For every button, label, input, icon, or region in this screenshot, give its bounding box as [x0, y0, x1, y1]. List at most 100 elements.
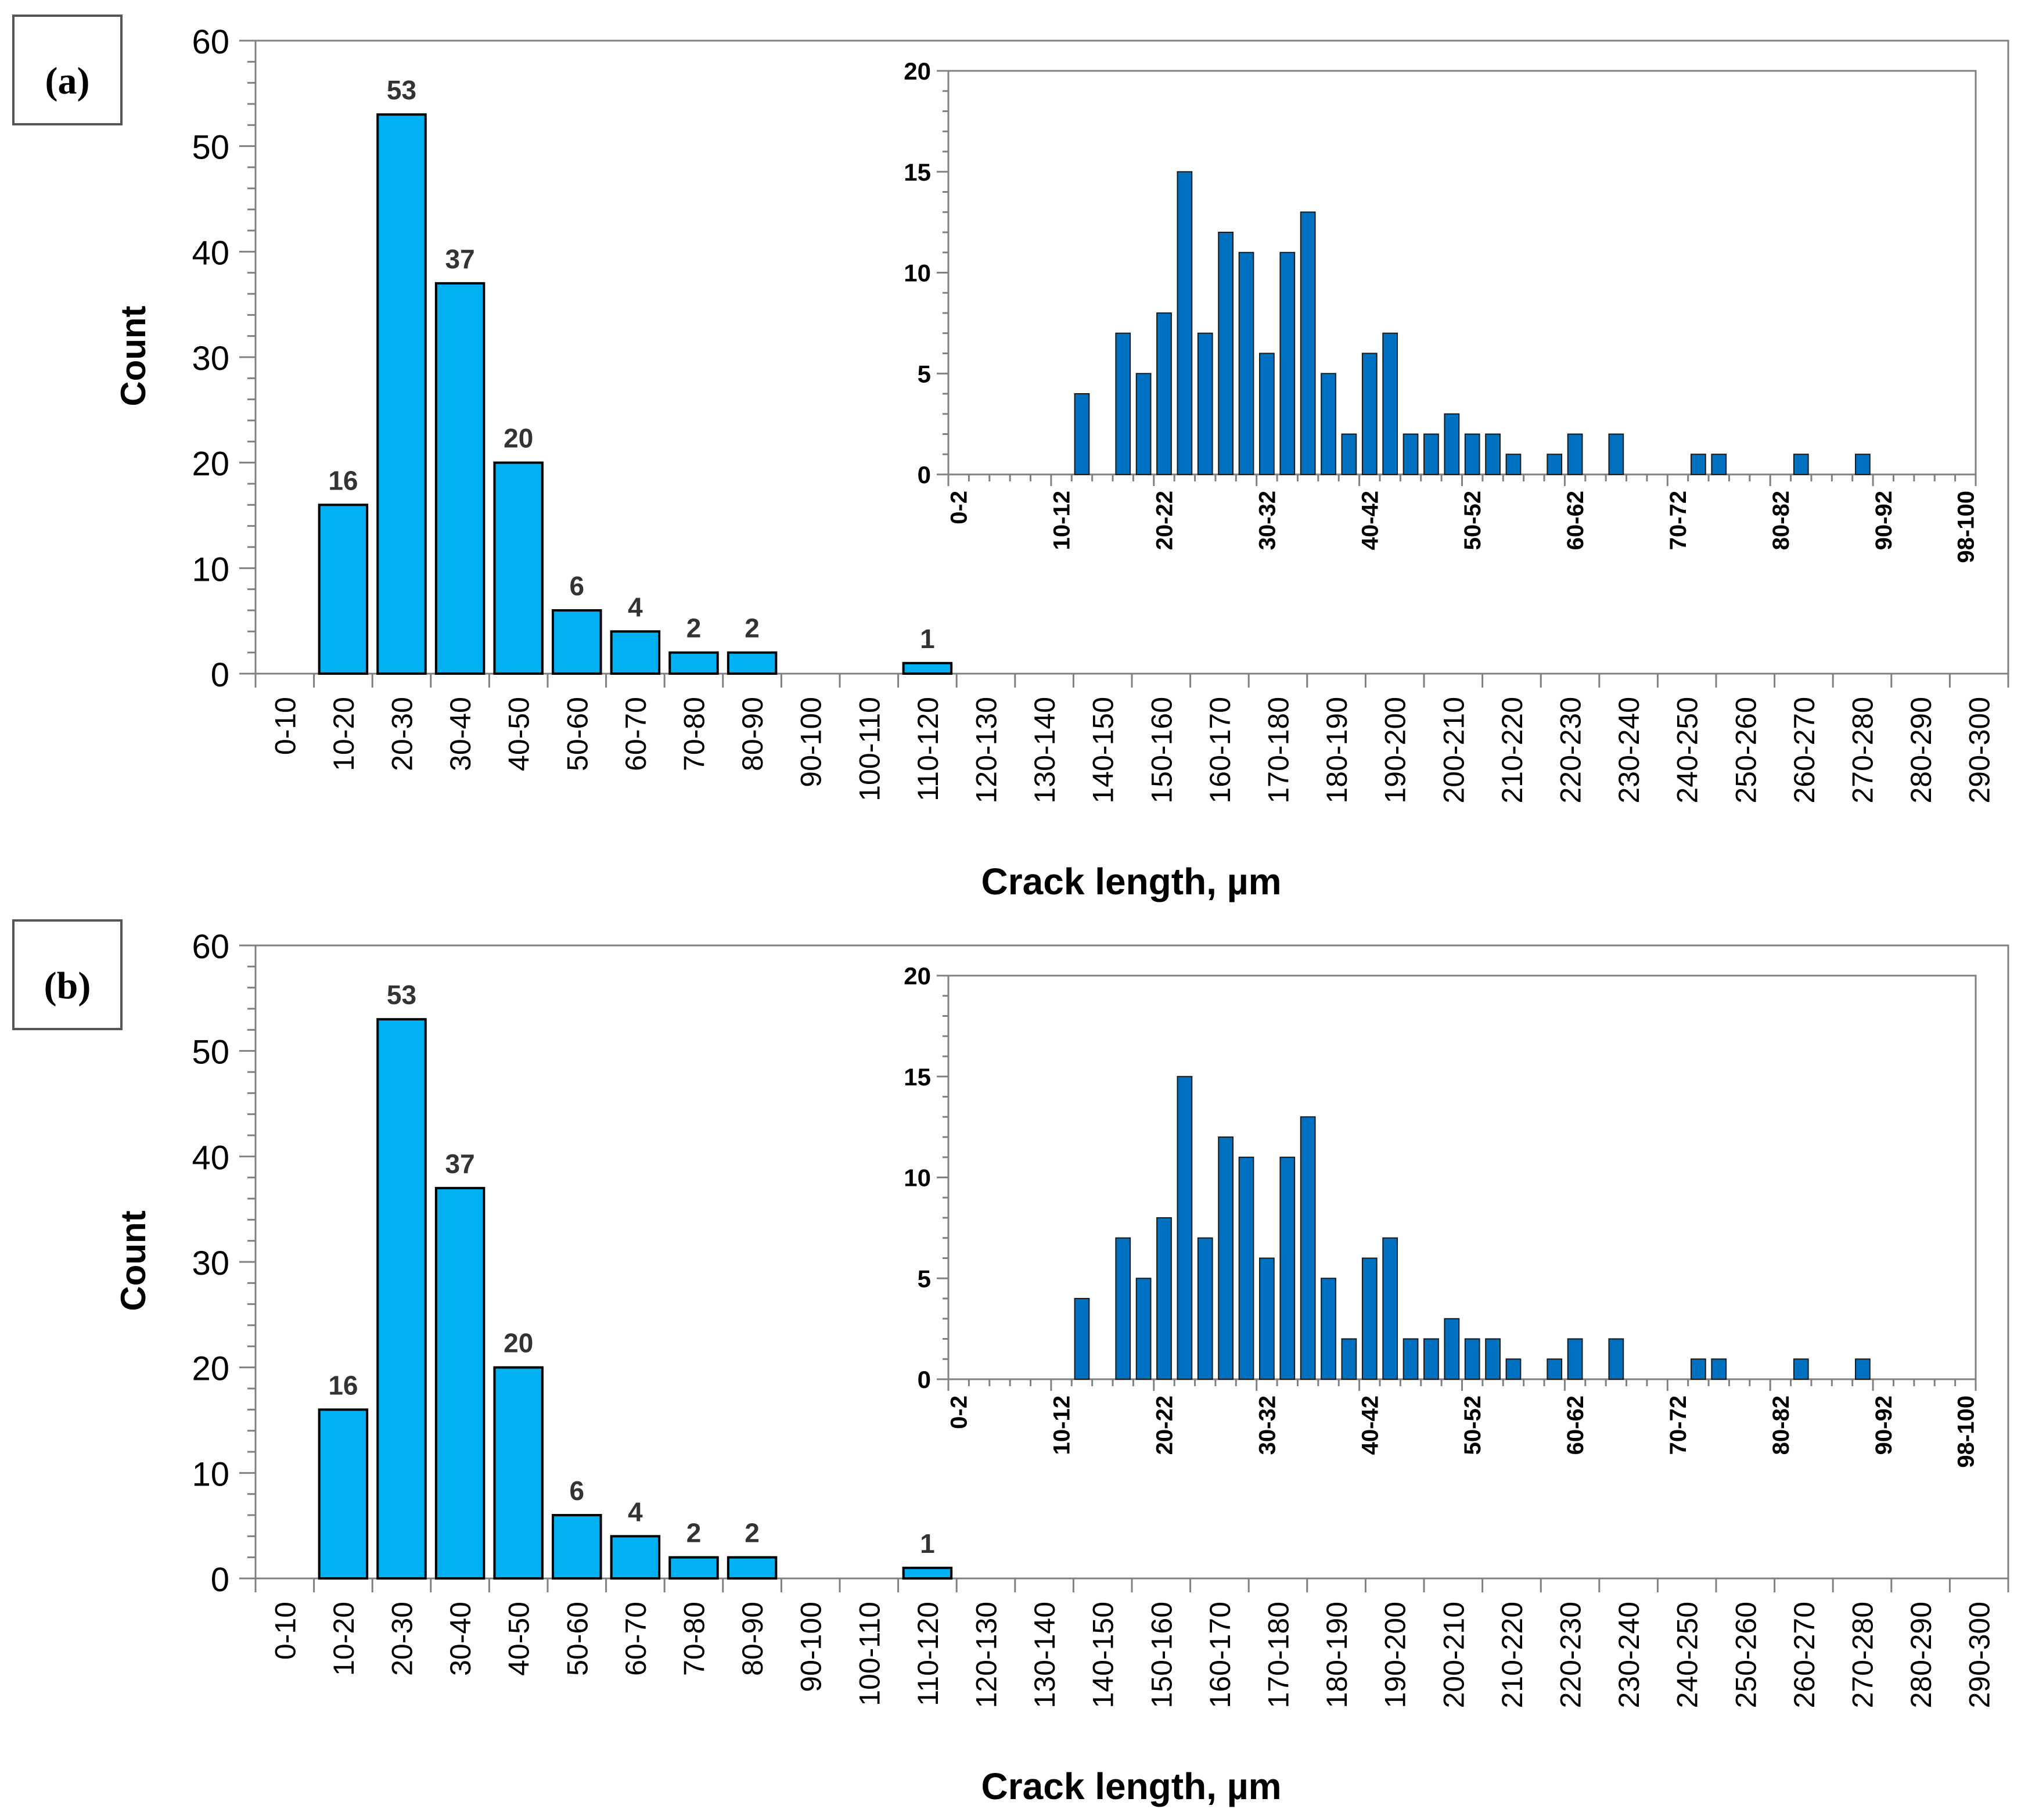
data-label: 6 — [570, 1476, 585, 1506]
inset-chart: 0 5 10 15 20 0-2 10-12 20-22 30-32 40-42 50-52 60-6… — [904, 962, 1979, 1468]
data-label: 4 — [628, 592, 643, 622]
y-tick-label: 60 — [192, 23, 229, 61]
x-tick-label: 260-270 — [1788, 697, 1821, 804]
inset-x-tick-label: 60-62 — [1563, 1395, 1588, 1455]
inset-bar — [1218, 232, 1234, 475]
inset-y-tick-label: 20 — [904, 962, 931, 990]
inset-bar — [1690, 1358, 1706, 1380]
inset-bar — [1382, 332, 1398, 475]
x-tick-label: 270-280 — [1847, 697, 1879, 804]
inset-chart: 0 5 10 15 20 0-2 10-12 20-22 30-32 40-42 50-52 60-6… — [904, 57, 1979, 563]
inset-x-tick-label: 10-12 — [1049, 491, 1075, 550]
inset-bar — [1300, 1116, 1316, 1380]
data-label: 4 — [628, 1497, 643, 1527]
x-tick-label: 160-170 — [1204, 697, 1236, 804]
x-tick-label: 180-190 — [1321, 697, 1353, 804]
x-tick-label: 250-260 — [1729, 1602, 1762, 1709]
inset-bar — [1793, 1358, 1809, 1380]
y-tick-label: 40 — [192, 234, 229, 272]
y-tick-label: 50 — [192, 1034, 229, 1071]
inset-bar — [1711, 454, 1727, 475]
x-tick-label: 130-140 — [1029, 697, 1061, 804]
bar — [434, 1186, 486, 1580]
inset-bar — [1259, 1257, 1275, 1380]
x-tick-label: 20-30 — [386, 697, 419, 771]
data-label: 6 — [570, 571, 585, 601]
x-tick-label: 240-250 — [1671, 1602, 1704, 1709]
x-tick-label: 70-80 — [678, 697, 711, 771]
inset-x-tick-label: 20-22 — [1152, 491, 1177, 550]
inset-x-tick-label: 10-12 — [1049, 1395, 1075, 1455]
y-tick-label: 20 — [192, 445, 229, 483]
inset-x-tick-label: 90-92 — [1871, 1395, 1897, 1455]
inset-x-tick-label: 30-32 — [1254, 491, 1280, 550]
bar — [902, 661, 953, 675]
inset-bar — [1505, 1358, 1522, 1380]
inset-x-tick-label: 70-72 — [1666, 1395, 1691, 1455]
inset-y-tick-label: 15 — [904, 159, 931, 186]
x-tick-label: 270-280 — [1847, 1602, 1879, 1709]
x-tick-label: 60-70 — [620, 697, 652, 771]
x-tick-label: 10-20 — [328, 697, 360, 771]
x-tick-label: 230-240 — [1613, 1602, 1645, 1709]
inset-x-tick-label: 0-2 — [947, 491, 972, 524]
inset-x-tick-label: 50-52 — [1460, 491, 1486, 550]
x-tick-label: 80-90 — [736, 1602, 769, 1676]
x-tick-label: 60-70 — [620, 1602, 652, 1676]
bar — [610, 1535, 661, 1580]
x-tick-label: 180-190 — [1321, 1602, 1353, 1709]
x-tick-label: 110-120 — [912, 697, 944, 801]
bar — [552, 609, 602, 675]
x-tick-label: 200-210 — [1437, 1602, 1470, 1709]
x-tick-label: 90-100 — [795, 697, 828, 787]
inset-bar — [1485, 433, 1501, 475]
x-tick-label: 200-210 — [1437, 697, 1470, 804]
inset-x-tick-label: 80-82 — [1768, 491, 1794, 550]
inset-x-tick-label: 40-42 — [1357, 1395, 1383, 1455]
x-tick-label: 0-10 — [269, 697, 301, 755]
inset-bar — [1567, 433, 1583, 475]
x-tick-label: 160-170 — [1204, 1602, 1236, 1709]
inset-bar — [1608, 433, 1624, 475]
data-label: 37 — [445, 244, 475, 274]
inset-y-tick-label: 5 — [918, 1265, 931, 1292]
x-tick-label: 30-40 — [444, 1602, 477, 1676]
bar — [902, 1566, 953, 1580]
x-tick-label: 50-60 — [561, 1602, 594, 1676]
x-tick-label: 10-20 — [328, 1602, 360, 1676]
inset-bar — [1279, 251, 1296, 475]
x-tick-label: 150-160 — [1145, 697, 1178, 804]
inset-x-tick-label: 60-62 — [1563, 491, 1588, 550]
inset-y-tick-label: 20 — [904, 57, 931, 85]
inset-bar — [1464, 1338, 1480, 1380]
x-tick-label: 140-150 — [1087, 697, 1120, 804]
inset-bar — [1855, 454, 1871, 475]
inset-bar — [1547, 454, 1563, 475]
inset-x-tick-label: 20-22 — [1152, 1395, 1177, 1455]
x-axis-title: Crack length, µm — [981, 861, 1282, 902]
inset-bar — [1321, 1278, 1336, 1380]
inset-bar — [1341, 1338, 1357, 1380]
y-tick-label: 20 — [192, 1350, 229, 1388]
y-tick-label: 50 — [192, 129, 229, 167]
inset-x-tick-label: 0-2 — [947, 1395, 972, 1429]
inset-bar — [1238, 1156, 1254, 1380]
x-tick-label: 70-80 — [678, 1602, 711, 1676]
x-tick-label: 40-50 — [503, 697, 535, 771]
bar — [552, 1514, 602, 1580]
inset-x-tick-label: 98-100 — [1953, 491, 1979, 563]
inset-bar — [1300, 211, 1316, 475]
y-tick-label: 30 — [192, 1244, 229, 1282]
inset-bar — [1361, 353, 1378, 475]
bar — [610, 630, 661, 675]
inset-bar — [1238, 251, 1254, 475]
inset-bar — [1074, 1298, 1090, 1380]
panel-b: (b)01020304050600-101610-205320-303730-4… — [12, 919, 2009, 1807]
inset-bar — [1156, 1217, 1172, 1380]
x-tick-label: 80-90 — [736, 697, 769, 771]
inset-bar — [1115, 1237, 1131, 1380]
bar — [493, 461, 544, 675]
data-label: 2 — [745, 1518, 760, 1548]
inset-y-tick-label: 0 — [918, 1366, 931, 1393]
x-tick-label: 290-300 — [1964, 697, 1996, 804]
